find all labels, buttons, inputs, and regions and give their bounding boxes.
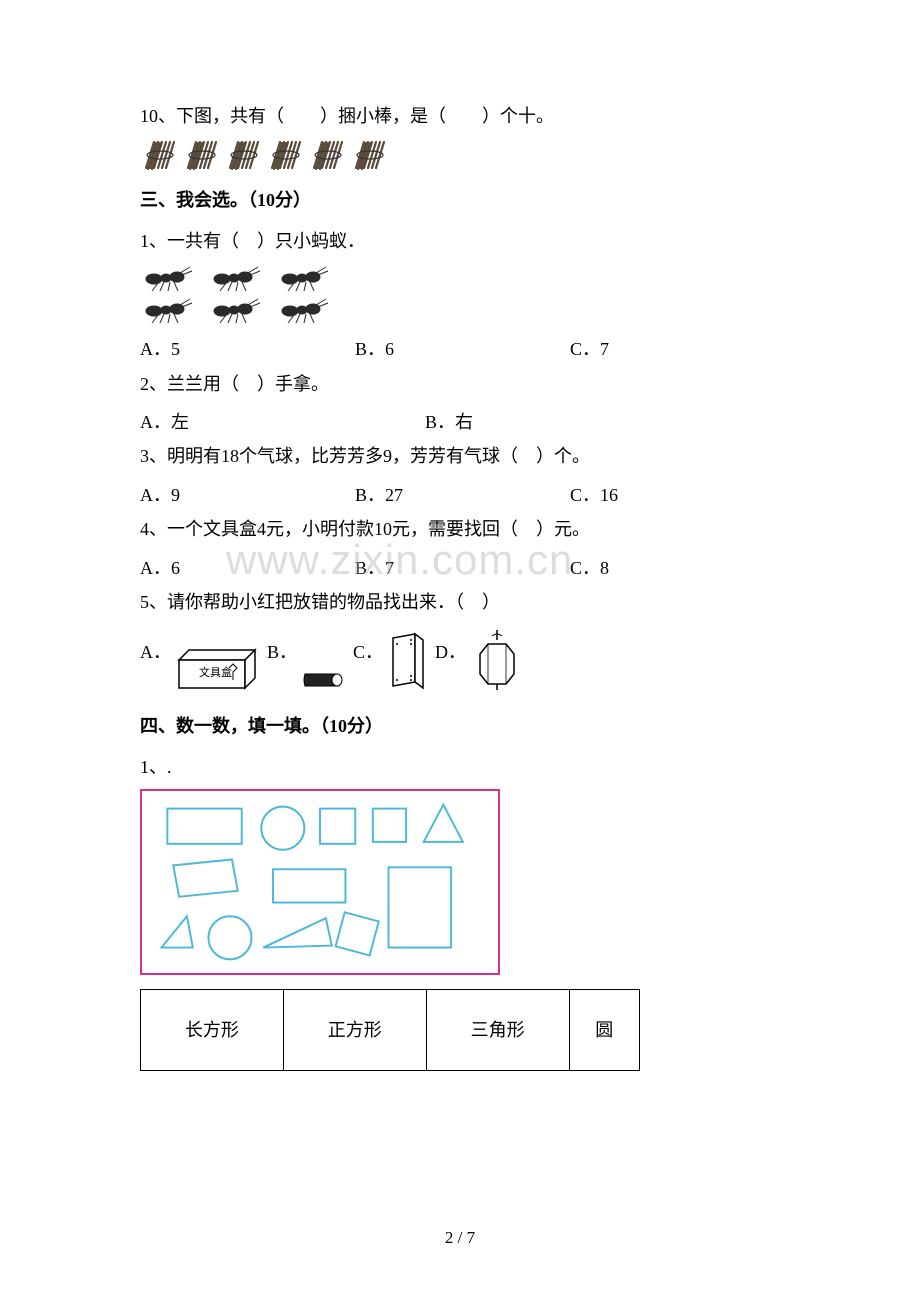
opt-b: B．6: [355, 333, 570, 365]
opt-c: C．8: [570, 552, 609, 584]
table-header-cell: 正方形: [283, 990, 426, 1071]
question-3-5: 5、请你帮助小红把放错的物品找出来．（ ）: [140, 586, 790, 618]
ants-image: [140, 263, 790, 325]
opt-b: B．右: [425, 406, 473, 438]
table-header-cell: 长方形: [141, 990, 284, 1071]
q3-2-options: A．左 B．右: [140, 406, 790, 438]
opt-b: B．27: [355, 479, 570, 511]
ant-icon: [140, 263, 196, 293]
svg-text:文具盒: 文具盒: [199, 665, 232, 679]
q3-3-options: A．9 B．27 C．16: [140, 479, 790, 511]
stick-bundle-icon: [266, 138, 304, 172]
sticks-image: [140, 138, 790, 172]
question-3-4: 4、一个文具盒4元，小明付款10元，需要找回（ ）元。: [140, 513, 790, 545]
table-header-cell: 圆: [569, 990, 639, 1071]
stick-bundle-icon: [182, 138, 220, 172]
section-3-title: 三、我会选。（10分）: [140, 184, 790, 216]
opt-a: A．6: [140, 552, 355, 584]
section-4-title: 四、数一数，填一填。（10分）: [140, 710, 790, 742]
book-icon: [387, 630, 427, 692]
opt-a: A．左: [140, 406, 425, 438]
opt-a: A．9: [140, 479, 355, 511]
ant-icon: [208, 263, 264, 293]
stick-bundle-icon: [308, 138, 346, 172]
question-3-3: 3、明明有18个气球，比芳芳多9，芳芳有气球（ ）个。: [140, 440, 790, 472]
shape-count-table: 长方形正方形三角形圆: [140, 989, 640, 1071]
ant-icon: [140, 295, 196, 325]
stick-bundle-icon: [224, 138, 262, 172]
pencil-case-icon: 文具盒: [175, 640, 259, 692]
opt-c-label: C．: [353, 636, 383, 692]
question-3-2: 2、兰兰用（ ）手拿。: [140, 368, 790, 400]
opt-a-label: A．: [140, 636, 171, 692]
ant-icon: [208, 295, 264, 325]
opt-c: C．7: [570, 333, 609, 365]
page-number: 2 / 7: [0, 1223, 920, 1254]
lantern-icon: [470, 628, 524, 692]
q3-1-options: A．5 B．6 C．7: [140, 333, 790, 365]
table-header-cell: 三角形: [426, 990, 569, 1071]
q3-5-options: A． 文具盒 B． C． D．: [140, 628, 790, 692]
question-3-1: 1、一共有（ ）只小蚂蚁．: [140, 225, 790, 257]
shapes-diagram: [140, 789, 500, 975]
stick-bundle-icon: [350, 138, 388, 172]
question-4-1: 1、.: [140, 751, 790, 783]
opt-c: C．16: [570, 479, 618, 511]
opt-b: B．7: [355, 552, 570, 584]
opt-d-label: D．: [435, 636, 466, 692]
opt-b-label: B．: [267, 636, 297, 692]
opt-a: A．5: [140, 333, 355, 365]
stick-bundle-icon: [140, 138, 178, 172]
q3-4-options: A．6 B．7 C．8: [140, 552, 790, 584]
eraser-icon: [301, 668, 345, 692]
ant-icon: [276, 263, 332, 293]
ant-icon: [276, 295, 332, 325]
question-10: 10、下图，共有（ ）捆小棒，是（ ）个十。: [140, 100, 790, 132]
